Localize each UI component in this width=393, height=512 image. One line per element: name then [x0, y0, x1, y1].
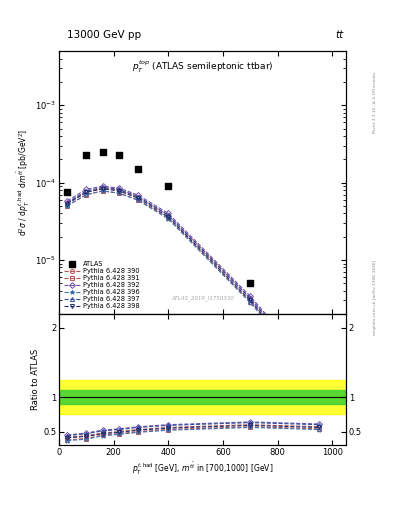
- ATLAS: [315, 364, 321, 372]
- ATLAS: [165, 182, 171, 190]
- Text: $p_T^{top}$ (ATLAS semileptonic ttbar): $p_T^{top}$ (ATLAS semileptonic ttbar): [132, 59, 273, 75]
- Text: ATLAS_2019_I1750330: ATLAS_2019_I1750330: [171, 295, 234, 301]
- Legend: ATLAS, Pythia 6.428 390, Pythia 6.428 391, Pythia 6.428 392, Pythia 6.428 396, P: ATLAS, Pythia 6.428 390, Pythia 6.428 39…: [62, 260, 141, 311]
- Text: Rivet 3.1.10, ≥ 3.1M events: Rivet 3.1.10, ≥ 3.1M events: [373, 72, 377, 133]
- ATLAS: [116, 151, 122, 159]
- ATLAS: [99, 148, 106, 156]
- ATLAS: [83, 151, 90, 159]
- Text: tt: tt: [336, 30, 344, 40]
- Text: mcplots.cern.ch [arXiv:1306.3436]: mcplots.cern.ch [arXiv:1306.3436]: [373, 260, 377, 334]
- Y-axis label: Ratio to ATLAS: Ratio to ATLAS: [31, 349, 40, 410]
- Text: 13000 GeV pp: 13000 GeV pp: [67, 30, 141, 40]
- ATLAS: [64, 188, 70, 197]
- X-axis label: $p_T^{t,\mathrm{had}}$ [GeV], $m^{t\bar{t}}$ in [700,1000] [GeV]: $p_T^{t,\mathrm{had}}$ [GeV], $m^{t\bar{…: [132, 461, 273, 478]
- Y-axis label: d$^2\sigma$ / d$p_T^{t,\mathrm{had}}$ d$m^{t\bar{t}}$ [pb/GeV$^2$]: d$^2\sigma$ / d$p_T^{t,\mathrm{had}}$ d$…: [16, 129, 32, 236]
- ATLAS: [247, 279, 253, 287]
- ATLAS: [135, 165, 141, 173]
